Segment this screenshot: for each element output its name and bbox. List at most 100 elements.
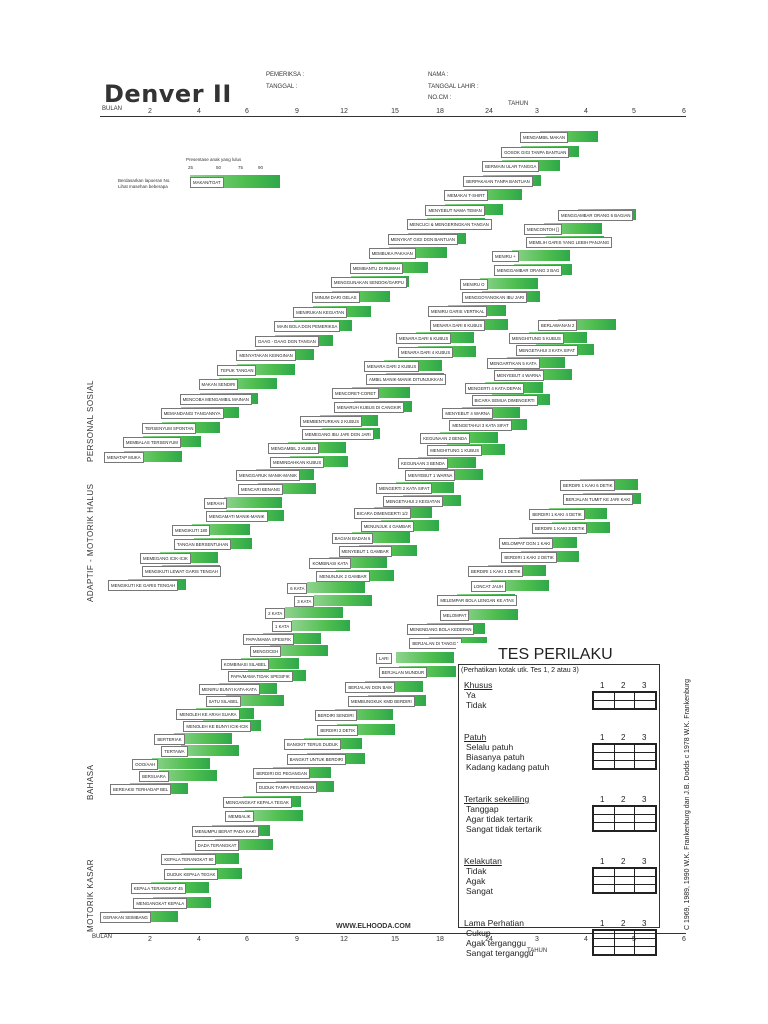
score-cell[interactable]: [634, 692, 656, 701]
score-cell[interactable]: [634, 760, 656, 769]
score-cell[interactable]: [634, 876, 656, 885]
bhs-item-label: MENGARTIKAN 5 KATA: [486, 357, 540, 369]
score-cell[interactable]: [613, 938, 636, 947]
tanggal-label: TANGGAL :: [266, 84, 298, 90]
score-cell[interactable]: [613, 814, 636, 823]
behavior-score-grid[interactable]: [592, 805, 657, 832]
behavior-option: Cukup: [466, 928, 491, 938]
score-cell[interactable]: [593, 822, 615, 831]
score-cell[interactable]: [634, 752, 656, 761]
score-cell[interactable]: [634, 806, 656, 815]
score-cell[interactable]: [593, 868, 615, 877]
mh-item-label: MERAIH: [204, 497, 227, 509]
ps-item-label: MAIN BOLA DGN PEMERIKSA: [274, 321, 341, 333]
mk-item-label: MENUMPU BERAT PADA KAKI: [192, 825, 259, 837]
nama-label: NAMA :: [428, 72, 449, 78]
score-cell[interactable]: [613, 806, 636, 815]
behavior-score-grid[interactable]: [592, 929, 657, 956]
legend-example-label: MAKAN/TOAT: [190, 177, 224, 188]
legend-percentage: 50: [216, 165, 222, 170]
score-cell[interactable]: [634, 938, 656, 947]
bhs-item-bar: [292, 619, 351, 631]
mk-item-label: BANGKIT UNTUK BERDIRI: [286, 753, 347, 765]
behavior-option: Sangat terganggu: [466, 948, 534, 958]
score-cell[interactable]: [613, 946, 636, 955]
score-cell[interactable]: [593, 814, 615, 823]
score-cell[interactable]: [613, 760, 636, 769]
bhs-item-label: KOMBINASI KATA: [309, 558, 352, 570]
score-cell[interactable]: [634, 946, 656, 955]
behavior-score-grid[interactable]: [592, 691, 657, 710]
score-cell[interactable]: [613, 822, 636, 831]
bhs-item-bar: [558, 319, 616, 330]
top-year-tick: 3: [535, 108, 539, 115]
mh-item-bar: [480, 277, 538, 289]
score-cell[interactable]: [613, 700, 636, 709]
behavior-column-number: 3: [642, 857, 647, 866]
behavior-column-number: 1: [600, 795, 605, 804]
mh-item-label: MENGGARUK MANIK-MANIK: [236, 470, 301, 482]
score-cell[interactable]: [634, 814, 656, 823]
score-cell[interactable]: [613, 930, 636, 939]
score-cell[interactable]: [613, 752, 636, 761]
score-cell[interactable]: [593, 946, 615, 955]
mh-item-label: MENARUH KUBUS DI CANGKIR: [334, 401, 404, 413]
bhs-item-label: MENGERTI 2 KATA SIFAT: [375, 483, 433, 495]
score-cell[interactable]: [634, 744, 656, 753]
score-cell[interactable]: [634, 868, 656, 877]
mk-item-label: MELOMPAT DGN 1 KAKI: [498, 537, 554, 549]
bottom-month-tick: 9: [295, 936, 299, 943]
top-month-tick: 15: [391, 108, 399, 115]
behavior-score-grid[interactable]: [592, 743, 657, 770]
score-cell[interactable]: [613, 744, 636, 753]
mk-item-label: BANGKIT TERUS DUDUK: [284, 739, 341, 751]
score-cell[interactable]: [613, 876, 636, 885]
bhs-item-label: MENGETAHUI 3 KATA SIFAT: [515, 345, 579, 357]
score-cell[interactable]: [593, 760, 615, 769]
bhs-item-label: MENGHITUNG 5 KUBUS: [508, 332, 564, 344]
score-cell[interactable]: [593, 700, 615, 709]
mk-item-bar: [337, 723, 396, 735]
behavior-category: Patuh: [464, 732, 487, 742]
behavior-score-grid[interactable]: [592, 867, 657, 894]
score-cell[interactable]: [613, 868, 636, 877]
mk-item-label: KEPALA TERANGKAT 90: [161, 854, 217, 866]
bhs-item-label: SATU SILABEL: [205, 696, 242, 708]
bhs-item-bar: [225, 695, 284, 707]
website-footer: WWW.ELHOODA.COM: [336, 923, 411, 930]
behavior-option: Tidak: [466, 866, 487, 876]
score-cell[interactable]: [593, 752, 615, 761]
mk-item-label: KEPALA TERANGKAT 45: [130, 883, 186, 895]
top-month-tick: 12: [340, 108, 348, 115]
mk-item-label: LONCAT JAUH: [470, 580, 507, 592]
ps-item-label: MENYEBUT NAMA TEMAN: [425, 204, 485, 216]
mk-item-label: BERDIRI 1 KAKI 4 DETIK: [529, 508, 585, 520]
score-cell[interactable]: [613, 884, 636, 893]
score-cell[interactable]: [593, 876, 615, 885]
mh-item-label: MENGAMATI MANIK-MANIK: [206, 511, 268, 523]
score-cell[interactable]: [593, 884, 615, 893]
bhs-item-label: BERTERIAK: [154, 733, 185, 745]
score-cell[interactable]: [634, 884, 656, 893]
score-cell[interactable]: [593, 930, 615, 939]
mh-item-label: MEMEGANG ICIK-ICIK: [140, 552, 191, 564]
bhs-item-label: MENOLEH KE ARAH SUARA: [176, 708, 240, 720]
mk-item-label: BERDIRI 1 KAKI 2 DETIK: [501, 552, 557, 563]
bhs-item-bar: [269, 645, 328, 657]
score-cell[interactable]: [593, 692, 615, 701]
bhs-item-label: MENYEBUT 4 WARNA: [442, 407, 493, 419]
score-cell[interactable]: [593, 744, 615, 753]
score-cell[interactable]: [593, 938, 615, 947]
bhs-item-label: BEREAKSI TERHADAP BEL: [110, 784, 172, 795]
bhs-item-label: MENGOCEH: [249, 646, 282, 658]
score-cell[interactable]: [634, 700, 656, 709]
score-cell[interactable]: [634, 822, 656, 831]
behavior-column-number: 3: [642, 681, 647, 690]
bhs-item-label: KEGUNAAN 2 BENDA: [420, 432, 470, 444]
score-cell[interactable]: [634, 930, 656, 939]
mk-item-bar: [398, 666, 457, 678]
mk-item-label: MELEMPAR BOLA LENGAN KE ATAS: [437, 595, 517, 607]
score-cell[interactable]: [593, 806, 615, 815]
no-cm-label: NO.CM :: [428, 95, 452, 101]
score-cell[interactable]: [613, 692, 636, 701]
